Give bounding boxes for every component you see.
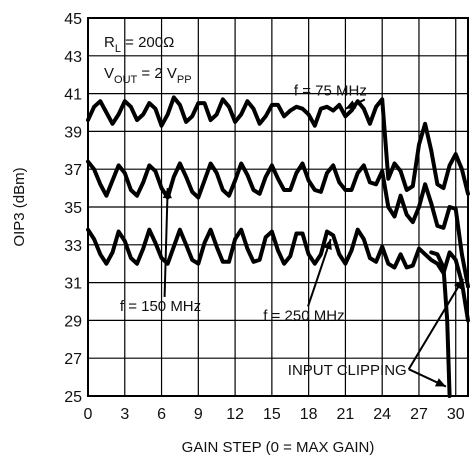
y-tick-label: 31 [64, 276, 82, 293]
annotation-f250: f = 250 MHz [263, 307, 344, 324]
x-tick-label: 9 [194, 406, 203, 423]
annotation-clip: INPUT CLIPPING [288, 362, 407, 379]
x-tick-label: 18 [300, 406, 318, 423]
output-condition-label: VOUT = 2 VPP [104, 65, 192, 86]
plot-frame [87, 17, 469, 397]
y-tick-label: 33 [64, 238, 82, 255]
y-axis-label: OIP3 (dBm) [11, 167, 28, 246]
x-tick-label: 6 [157, 406, 166, 423]
annotation-arrow-f150 [163, 188, 169, 297]
x-tick-labels: 0 3 6 9 12 15 18 21 24 27 30 [84, 406, 465, 423]
x-tick-label: 12 [226, 406, 244, 423]
annotation-arrow-clip [407, 278, 464, 370]
y-tick-labels: 25 27 29 31 33 35 37 39 41 43 45 [64, 11, 82, 406]
x-tick-label: 30 [447, 406, 465, 423]
x-tick-label: 27 [410, 406, 428, 423]
series-line-2 [86, 227, 470, 323]
x-tick-label: 21 [337, 406, 355, 423]
annotation-arrowhead-f150 [162, 188, 172, 199]
annotation-f75: f = 75 MHz [294, 82, 367, 99]
y-tick-label: 25 [64, 389, 82, 406]
annotation-arrowhead-f250 [323, 239, 332, 251]
x-axis-label: GAIN STEP (0 = MAX GAIN) [182, 439, 375, 456]
series-line-1 [86, 159, 470, 289]
annotation-arrowhead-clip [434, 378, 446, 387]
y-tick-label: 29 [64, 313, 82, 330]
x-tick-label: 15 [263, 406, 281, 423]
y-tick-label: 43 [64, 49, 82, 66]
x-tick-label: 0 [84, 406, 93, 423]
y-tick-label: 45 [64, 11, 82, 28]
x-tick-label: 24 [373, 406, 391, 423]
y-tick-label: 27 [64, 351, 82, 368]
annotation-arrow-f250 [307, 238, 332, 307]
annotation-arrowhead-f75 [345, 100, 357, 109]
series-line-3 [429, 250, 452, 398]
annotation-arrowhead-clip [454, 278, 464, 290]
load-condition-label: RL = 200Ω [104, 34, 174, 55]
y-tick-label: 39 [64, 124, 82, 141]
annotation-f150: f = 150 MHz [120, 298, 201, 315]
series-layer [86, 95, 470, 398]
y-tick-label: 35 [64, 200, 82, 217]
y-tick-label: 37 [64, 162, 82, 179]
series-line-0 [86, 95, 470, 196]
y-tick-label: 41 [64, 87, 82, 104]
annotations: f = 75 MHz f = 150 MHz f = 250 MHz INPUT CL… [120, 82, 464, 388]
x-tick-label: 3 [120, 406, 129, 423]
